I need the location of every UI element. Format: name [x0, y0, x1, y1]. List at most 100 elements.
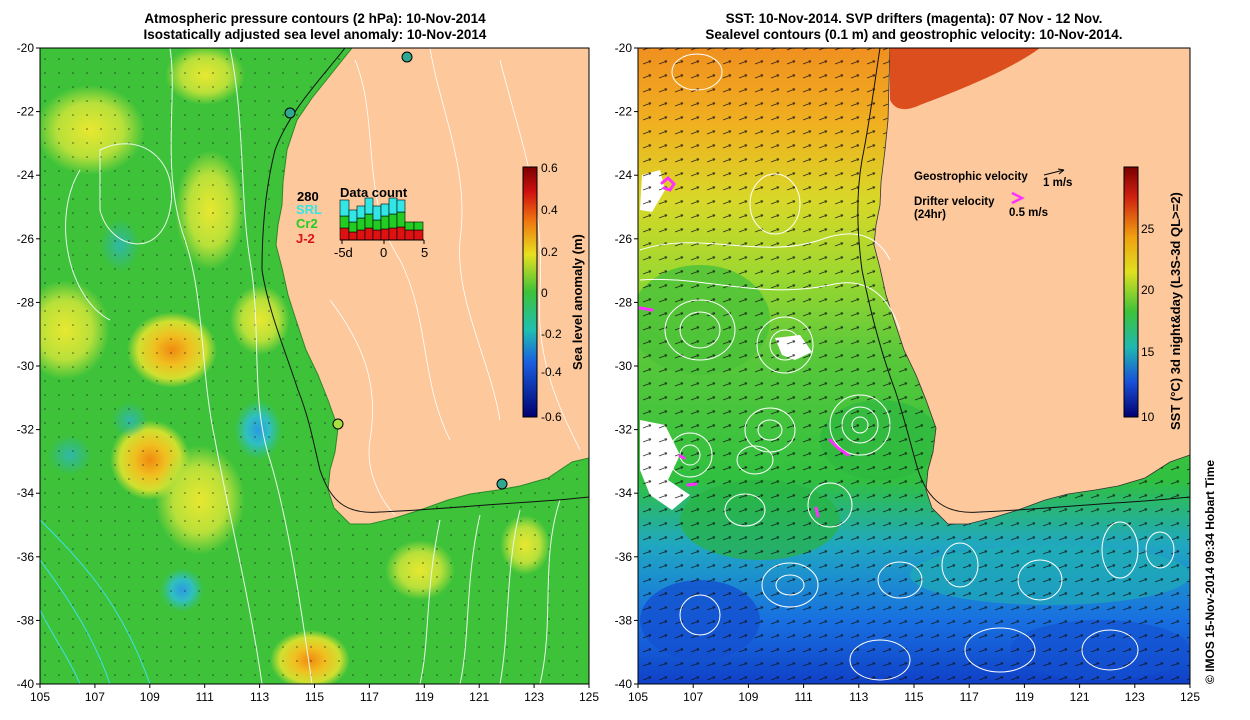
- tide-gauges: [284, 51, 508, 490]
- right-title: SST: 10-Nov-2014. SVP drifters (magenta)…: [638, 11, 1190, 43]
- sst-tick-15: 15: [1141, 345, 1155, 359]
- x-tick-label: 125: [579, 690, 599, 704]
- x-tick-label: 119: [1015, 690, 1034, 704]
- data-count-title: Data count: [340, 185, 408, 200]
- sst-tick-25: 25: [1141, 222, 1155, 236]
- y-tick-label: -36: [17, 550, 35, 564]
- geo-velocity-arrow: [1043, 169, 1065, 176]
- right-title-line1: SST: 10-Nov-2014. SVP drifters (magenta)…: [725, 11, 1103, 26]
- sea-level-contours: [639, 53, 1175, 681]
- sla-colorbar-label: Sea level anomaly (m): [570, 234, 585, 370]
- sst-tick-20: 20: [1141, 283, 1155, 297]
- x-tick-label: 113: [849, 690, 868, 704]
- sla-tick-1: 0.4: [541, 203, 558, 217]
- hot-coastal-band: [890, 48, 1040, 110]
- data-count-tick-5: 5: [421, 245, 428, 260]
- pressure-contours-cyan: [40, 519, 151, 684]
- sst-map: [638, 48, 1190, 684]
- x-tick-label: 117: [360, 690, 379, 704]
- velocity-legend: Geostrophic velocity 1 m/s Drifter veloc…: [914, 168, 1072, 221]
- x-tick-label: 123: [1125, 690, 1145, 704]
- geo-velocity-scale: 1 m/s: [1043, 177, 1072, 189]
- y-tick-label: -36: [615, 550, 633, 564]
- drifter-velocity-sub: (24hr): [914, 209, 946, 221]
- y-tick-label: -32: [17, 423, 35, 437]
- sat-label-srl: SRL: [296, 202, 322, 217]
- data-count-tick-0: 0: [380, 245, 387, 260]
- x-tick-label: 109: [738, 690, 758, 704]
- left-title-line1: Atmospheric pressure contours (2 hPa): 1…: [144, 11, 486, 26]
- y-tick-label: -26: [615, 232, 633, 246]
- y-tick-label: -38: [17, 613, 35, 627]
- x-tick-label: 113: [250, 690, 269, 704]
- x-tick-label: 121: [1070, 690, 1090, 704]
- y-tick-label: -22: [615, 105, 633, 119]
- drifter-velocity-scale: 0.5 m/s: [1009, 207, 1048, 219]
- sat-label-j2: J-2: [296, 231, 315, 246]
- y-tick-label: -30: [17, 359, 35, 373]
- y-tick-label: -28: [17, 295, 35, 309]
- y-tick-label: -32: [615, 423, 633, 437]
- x-tick-label: 107: [85, 690, 105, 704]
- drifter-velocity-arrow: [1011, 191, 1025, 205]
- drifter-velocity-label: Drifter velocity: [914, 196, 995, 208]
- x-tick-label: 111: [196, 690, 215, 704]
- sla-colorbar: 0.6 0.4 0.2 0 -0.2 -0.4 -0.6 Sea level a…: [522, 161, 585, 424]
- sst-colorbar-label: SST (°C) 3d night&day (L3S-3d QL>=2): [1168, 192, 1183, 430]
- data-count-total: 280: [297, 189, 319, 204]
- land-contours-left: [329, 48, 581, 516]
- svp-drifters: [638, 175, 850, 518]
- left-axes: 105 107 109 111 113 115 117 119 121 123 125 -20 -22 -…: [17, 41, 600, 704]
- x-tick-label: 125: [1180, 690, 1200, 704]
- x-tick-label: 109: [140, 690, 160, 704]
- sst-tick-10: 10: [1141, 410, 1155, 424]
- pressure-contours: [65, 48, 561, 684]
- sla-map: [40, 48, 589, 684]
- x-tick-label: 115: [904, 690, 923, 704]
- data-count-tick-minus5: -5d: [334, 245, 353, 260]
- right-title-line2: Sealevel contours (0.1 m) and geostrophi…: [705, 27, 1123, 42]
- sla-tick-5: -0.4: [541, 365, 562, 379]
- geo-velocity-label: Geostrophic velocity: [914, 171, 1028, 183]
- y-tick-label: -20: [615, 41, 633, 55]
- sla-tick-4: -0.2: [541, 327, 562, 341]
- sla-tick-3: 0: [541, 286, 548, 300]
- data-count-bars: [339, 197, 424, 241]
- australia-land-right: [873, 48, 1190, 525]
- y-tick-label: -28: [615, 295, 633, 309]
- y-tick-label: -34: [615, 486, 633, 500]
- y-tick-label: -26: [17, 232, 35, 246]
- shelf-contour-left: [261, 48, 589, 513]
- y-tick-label: -24: [615, 168, 633, 182]
- x-tick-label: 105: [30, 690, 50, 704]
- x-tick-label: 119: [415, 690, 434, 704]
- copyright-notice: © IMOS 15-Nov-2014 09:34 Hobart Time: [1203, 459, 1217, 684]
- shelf-contour-right: [857, 48, 1190, 513]
- left-title: Atmospheric pressure contours (2 hPa): 1…: [40, 11, 590, 43]
- y-tick-label: -24: [17, 168, 35, 182]
- x-tick-label: 121: [469, 690, 489, 704]
- x-tick-label: 117: [960, 690, 979, 704]
- y-tick-label: -34: [17, 486, 35, 500]
- left-title-line2: Isostatically adjusted sea level anomaly…: [143, 27, 487, 42]
- sat-label-cr2: Cr2: [296, 216, 318, 231]
- sla-tick-6: -0.6: [541, 410, 562, 424]
- australia-land-left: [275, 48, 589, 525]
- y-tick-label: -40: [615, 677, 633, 691]
- x-tick-label: 115: [305, 690, 324, 704]
- x-tick-label: 111: [794, 690, 813, 704]
- y-tick-label: -38: [615, 613, 633, 627]
- sla-tick-0: 0.6: [541, 161, 558, 175]
- right-axes: 105 107 109 111 113 115 117 119 121 123 125 -20 -22 -…: [615, 41, 1201, 704]
- y-tick-label: -20: [17, 41, 35, 55]
- x-tick-label: 107: [683, 690, 703, 704]
- sla-tick-2: 0.2: [541, 245, 558, 259]
- y-tick-label: -30: [615, 359, 633, 373]
- sst-colorbar: 25 20 15 10 SST (°C) 3d night&day (L3S-3…: [1123, 166, 1183, 430]
- y-tick-label: -40: [17, 677, 35, 691]
- x-tick-label: 105: [628, 690, 648, 704]
- data-count-inset: Data count 280 SRL Cr2 J-2 -5d 0 5: [296, 185, 428, 260]
- x-tick-label: 123: [524, 690, 544, 704]
- y-tick-label: -22: [17, 105, 35, 119]
